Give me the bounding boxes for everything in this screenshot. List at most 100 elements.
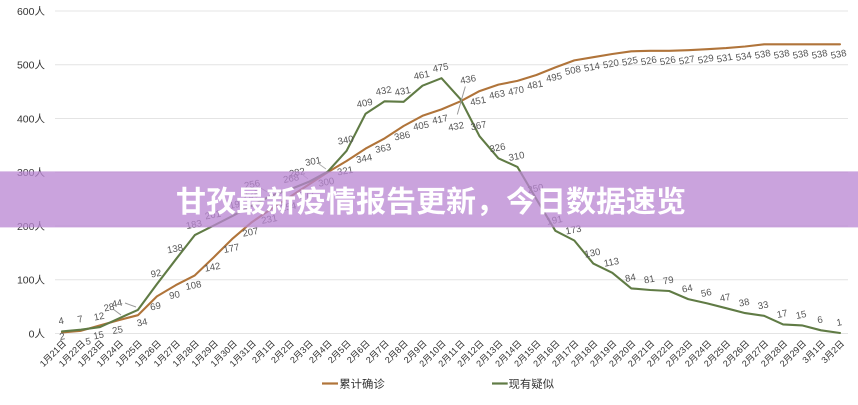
svg-text:44: 44: [111, 298, 124, 311]
svg-text:470: 470: [507, 85, 525, 99]
svg-text:2: 2: [455, 358, 466, 369]
svg-text:113: 113: [603, 256, 620, 270]
svg-text:526: 526: [640, 54, 658, 68]
svg-text:495: 495: [545, 71, 563, 85]
svg-text:538: 538: [754, 48, 772, 62]
svg-text:2: 2: [702, 358, 713, 369]
svg-text:34: 34: [136, 317, 149, 330]
svg-text:386: 386: [393, 130, 411, 144]
svg-text:2: 2: [288, 355, 299, 366]
svg-text:17: 17: [776, 308, 789, 321]
svg-text:1: 1: [57, 358, 68, 369]
svg-text:9: 9: [412, 345, 423, 356]
svg-text:451: 451: [469, 95, 487, 109]
svg-text:7: 7: [374, 345, 385, 356]
svg-text:28: 28: [103, 302, 116, 315]
svg-text:475: 475: [432, 61, 450, 75]
svg-text:2: 2: [279, 345, 290, 356]
svg-text:1: 1: [810, 345, 821, 356]
svg-text:2: 2: [664, 358, 675, 369]
svg-text:1: 1: [95, 358, 106, 369]
svg-text:431: 431: [394, 85, 412, 99]
svg-text:56: 56: [700, 287, 713, 300]
svg-text:301: 301: [304, 155, 322, 169]
svg-text:1: 1: [38, 358, 49, 369]
svg-text:207: 207: [242, 226, 260, 240]
svg-text:0: 0: [29, 328, 35, 340]
svg-text:1: 1: [152, 358, 163, 369]
svg-text:520: 520: [602, 58, 620, 72]
svg-text:2: 2: [683, 358, 694, 369]
svg-text:326: 326: [489, 141, 507, 155]
svg-text:15: 15: [795, 309, 808, 322]
svg-text:79: 79: [662, 275, 675, 288]
svg-text:7: 7: [77, 314, 84, 326]
svg-text:25: 25: [111, 324, 124, 337]
svg-text:2: 2: [759, 358, 770, 369]
svg-text:1: 1: [190, 358, 201, 369]
svg-text:367: 367: [470, 119, 488, 133]
svg-text:12: 12: [93, 311, 106, 324]
svg-text:2: 2: [569, 358, 580, 369]
svg-text:600: 600: [17, 6, 35, 18]
svg-text:69: 69: [149, 301, 162, 314]
svg-text:405: 405: [412, 119, 430, 133]
svg-text:529: 529: [697, 53, 715, 67]
svg-text:4: 4: [58, 315, 66, 327]
svg-text:538: 538: [773, 48, 791, 62]
svg-text:108: 108: [185, 279, 203, 293]
svg-text:1: 1: [171, 358, 182, 369]
svg-text:2: 2: [740, 358, 751, 369]
svg-text:2: 2: [417, 358, 428, 369]
svg-text:2: 2: [307, 355, 318, 366]
svg-text:100: 100: [17, 275, 35, 287]
svg-text:1: 1: [836, 317, 843, 329]
svg-text:2: 2: [493, 358, 504, 369]
svg-text:142: 142: [204, 261, 222, 275]
svg-text:177: 177: [223, 242, 241, 256]
svg-text:538: 538: [811, 48, 829, 62]
svg-text:432: 432: [375, 84, 393, 98]
svg-text:1: 1: [133, 358, 144, 369]
svg-text:15: 15: [92, 330, 105, 343]
svg-text:538: 538: [830, 48, 848, 62]
svg-text:538: 538: [792, 48, 810, 62]
svg-text:2: 2: [402, 355, 413, 366]
svg-text:81: 81: [643, 274, 656, 287]
svg-text:534: 534: [735, 50, 753, 64]
svg-text:3: 3: [800, 355, 811, 366]
svg-text:2: 2: [512, 358, 523, 369]
svg-text:2: 2: [778, 358, 789, 369]
svg-text:463: 463: [488, 88, 506, 102]
svg-text:2: 2: [59, 331, 66, 343]
svg-text:47: 47: [719, 292, 732, 305]
svg-text:531: 531: [716, 52, 734, 66]
svg-text:130: 130: [584, 247, 602, 261]
svg-text:2: 2: [474, 358, 485, 369]
svg-text:1: 1: [76, 358, 87, 369]
svg-text:2: 2: [436, 358, 447, 369]
svg-text:344: 344: [355, 152, 373, 166]
svg-text:436: 436: [459, 73, 477, 87]
svg-text:2: 2: [326, 355, 337, 366]
svg-text:432: 432: [447, 120, 465, 134]
svg-text:2: 2: [345, 355, 356, 366]
svg-text:527: 527: [678, 54, 696, 68]
svg-text:2: 2: [829, 345, 840, 356]
svg-text:409: 409: [356, 97, 374, 111]
svg-text:1: 1: [209, 358, 220, 369]
svg-text:2: 2: [626, 358, 637, 369]
svg-text:2: 2: [364, 355, 375, 366]
svg-text:138: 138: [166, 242, 184, 256]
svg-text:2: 2: [588, 358, 599, 369]
svg-text:3: 3: [819, 355, 830, 366]
svg-text:2: 2: [721, 358, 732, 369]
svg-text:64: 64: [681, 283, 694, 296]
svg-text:400: 400: [17, 113, 35, 125]
svg-text:92: 92: [150, 268, 163, 281]
svg-text:340: 340: [337, 134, 355, 148]
svg-text:2: 2: [383, 355, 394, 366]
svg-text:1: 1: [260, 345, 271, 356]
svg-text:2: 2: [250, 355, 261, 366]
svg-text:4: 4: [317, 345, 328, 356]
